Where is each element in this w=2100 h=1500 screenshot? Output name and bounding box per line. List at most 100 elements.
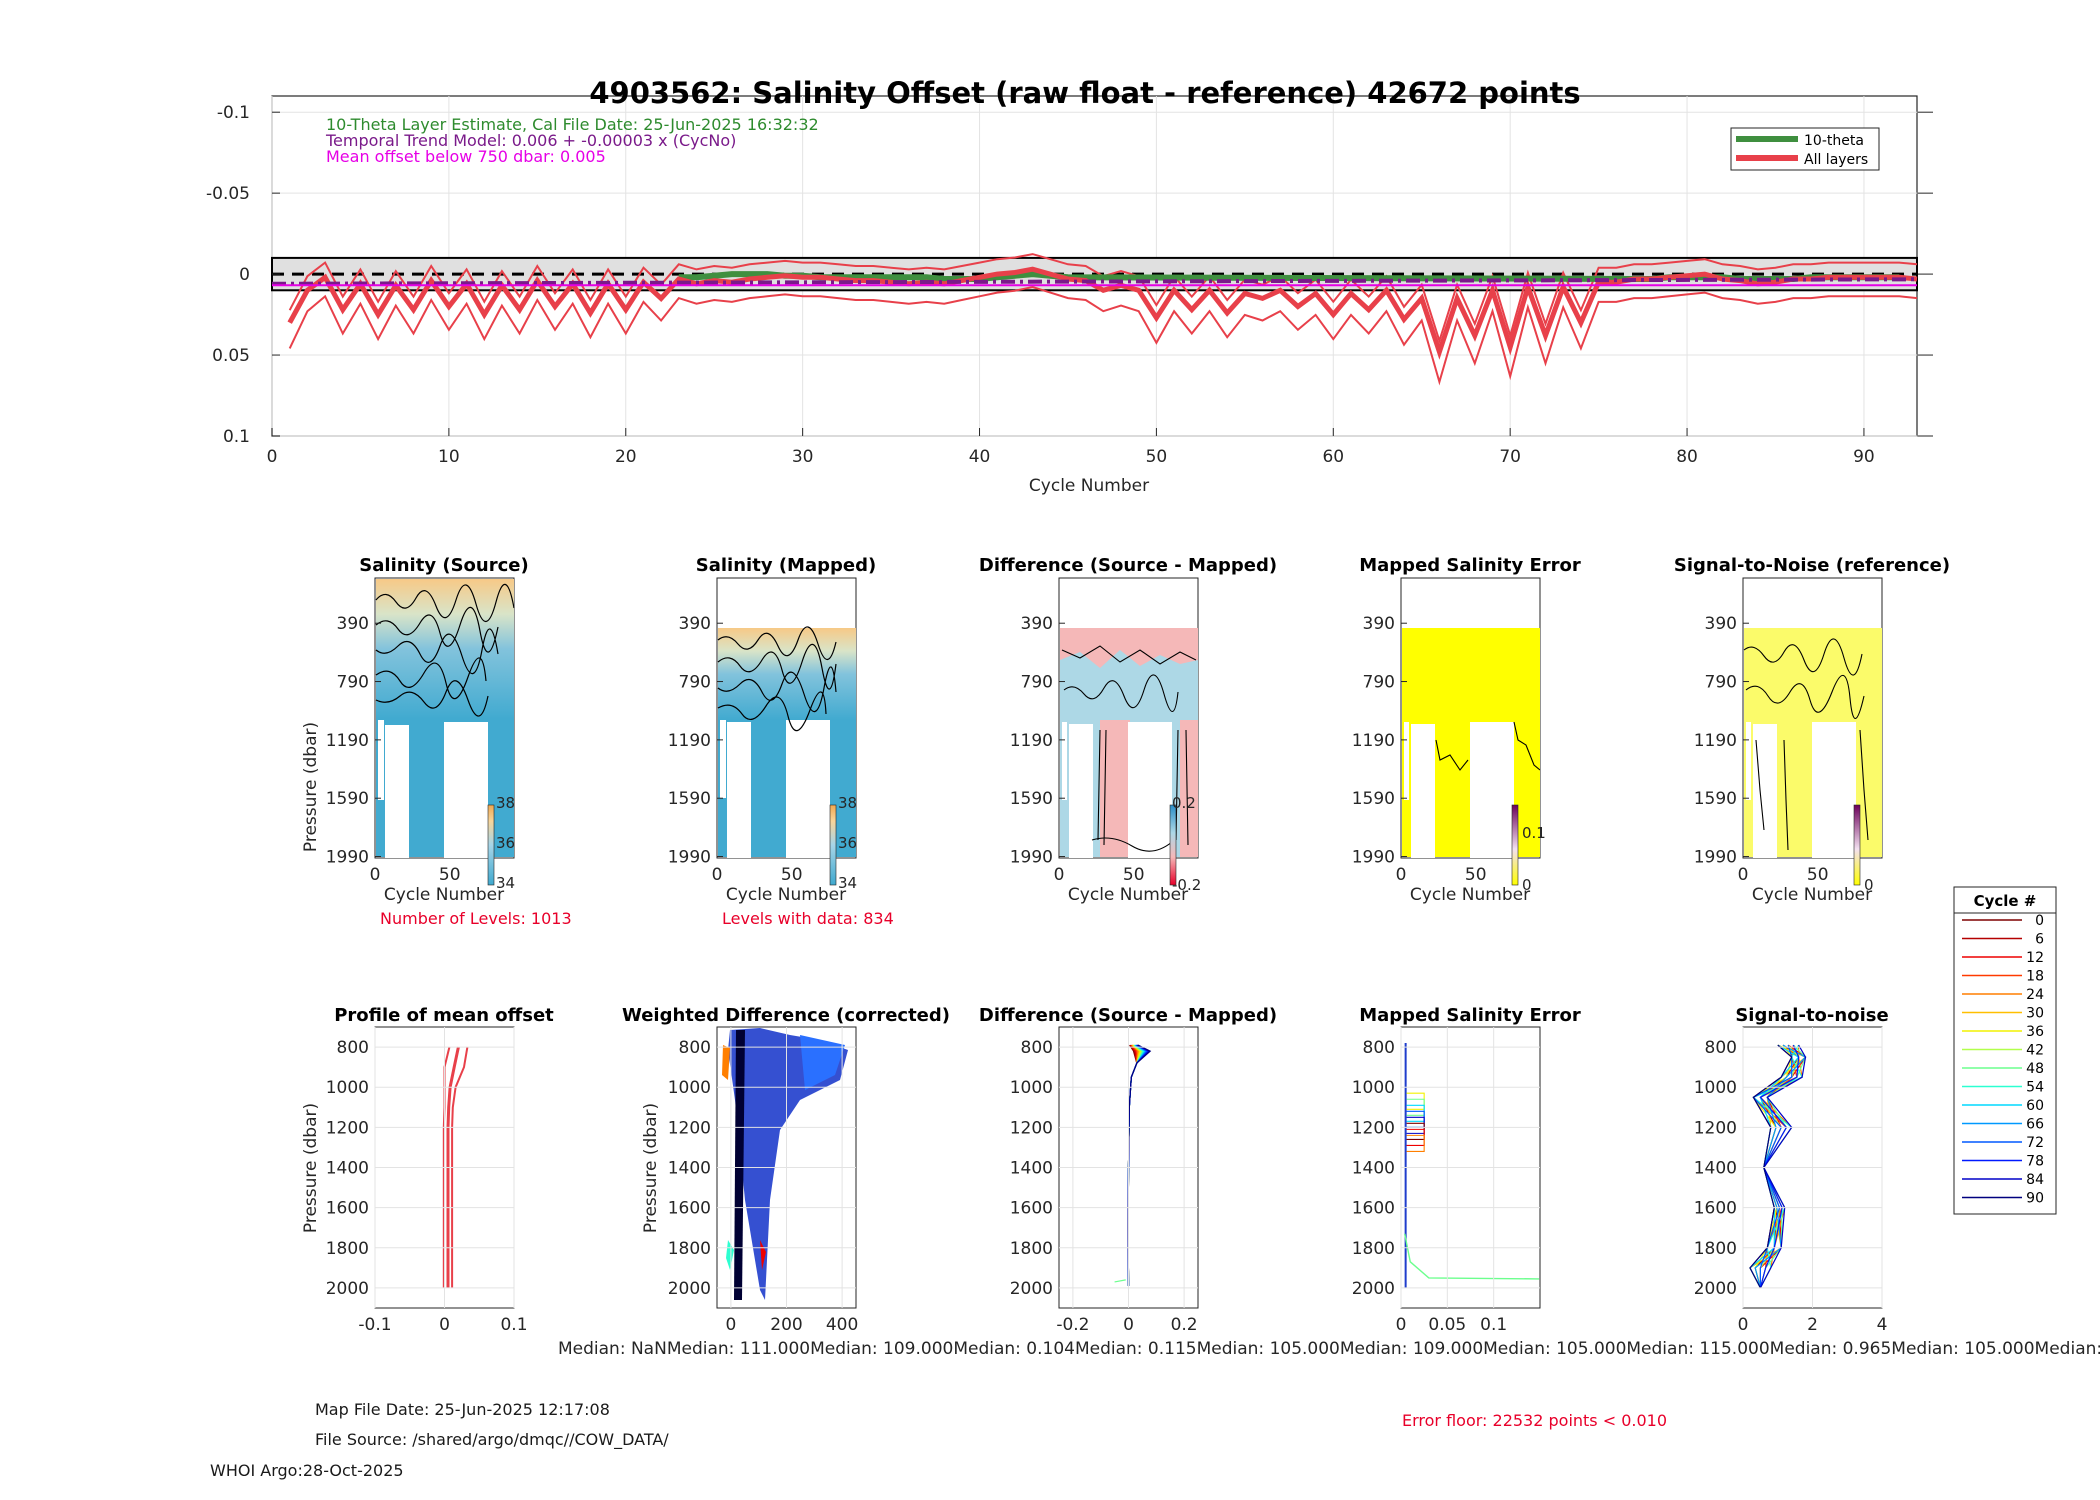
x-tick-label: 2 xyxy=(1807,1315,1818,1335)
y-tick-label: 0 xyxy=(239,265,250,285)
colorbar-label: 0.1 xyxy=(1522,824,1546,842)
snr-profile-line xyxy=(1752,1044,1793,1288)
y-tick-label: 1190 xyxy=(1010,731,1053,751)
heatmap-field xyxy=(1402,628,1540,720)
colorbar-label: 0 xyxy=(1522,876,1532,894)
x-tick-label: 0 xyxy=(439,1315,450,1335)
error-profile-line xyxy=(1406,1134,1425,1152)
x-tick-label: 0.2 xyxy=(1171,1315,1198,1335)
medians-row: Median: NaNMedian: 111.000Median: 109.00… xyxy=(558,1339,2100,1359)
y-tick-label: 790 xyxy=(337,673,369,693)
y-tick-label: 790 xyxy=(1021,673,1053,693)
panel-title: Mapped Salinity Error xyxy=(1359,1005,1581,1026)
panel-title: Difference (Source - Mapped) xyxy=(979,1005,1277,1026)
panel-title: Salinity (Mapped) xyxy=(696,555,876,576)
x-tick-label: 0 xyxy=(712,865,723,885)
y-tick-label: 1400 xyxy=(1010,1159,1053,1179)
snr-profile-line xyxy=(1754,1044,1807,1289)
row3-ylabel: Pressure (dbar) xyxy=(301,1103,321,1233)
heatmap-gap xyxy=(1812,722,1856,858)
cycle-legend: Cycle # 0 6 12 18 24 30 36 42 48 54 60 66 72 78 84 90 xyxy=(1953,886,2057,1215)
scatter-cloud-blue xyxy=(728,1028,848,1300)
y-tick-label: 790 xyxy=(1363,673,1395,693)
y-tick-label: 1200 xyxy=(668,1118,711,1138)
x-tick-label: 80 xyxy=(1676,447,1698,467)
y-tick-label: 1600 xyxy=(326,1199,369,1219)
cycle-legend-label: 78 xyxy=(2026,1154,2044,1170)
cycle-legend-title: Cycle # xyxy=(1974,892,2037,910)
y-tick-label: 2000 xyxy=(1352,1279,1395,1299)
heatmap-contours xyxy=(717,626,837,732)
y-tick-label: 1590 xyxy=(668,789,711,809)
y-tick-label: 1190 xyxy=(668,731,711,751)
y-tick-label: 1800 xyxy=(668,1239,711,1259)
heatmap-field xyxy=(1744,628,1882,720)
y-tick-label: 1190 xyxy=(326,731,369,751)
y-tick-label: 1400 xyxy=(1352,1159,1395,1179)
colorbar-label: 36 xyxy=(838,834,857,852)
y-tick-label: 1590 xyxy=(1694,789,1737,809)
x-tick-label: 50 xyxy=(781,865,803,885)
x-tick-label: 0 xyxy=(370,865,381,885)
xlabel-cycle: Cycle Number xyxy=(1752,885,1872,905)
y-tick-label: 390 xyxy=(1705,614,1737,634)
snr-profile-line xyxy=(1749,1044,1793,1289)
y-tick-label: 790 xyxy=(679,673,711,693)
diff-profile-line xyxy=(1114,1279,1126,1283)
scatter-cloud-light xyxy=(800,1035,845,1090)
x-tick-label: -0.1 xyxy=(358,1315,391,1335)
y-tick-label: 1590 xyxy=(326,789,369,809)
snr-profile-line xyxy=(1759,1044,1800,1289)
y-tick-label: 1600 xyxy=(1352,1199,1395,1219)
y-tick-label: 1190 xyxy=(1694,731,1737,751)
number-of-levels: Number of Levels: 1013 xyxy=(380,909,572,928)
colorbar xyxy=(1853,804,1861,886)
x-tick-label: 0 xyxy=(1738,865,1749,885)
colorbar xyxy=(829,804,837,886)
colorbar-label: -0.2 xyxy=(1172,876,1201,894)
colorbar-label: 38 xyxy=(496,794,515,812)
panel-title: Mapped Salinity Error xyxy=(1359,555,1581,576)
y-tick-label: -0.1 xyxy=(217,103,250,123)
scatter-outliers xyxy=(722,1045,730,1080)
y-tick-label: -0.05 xyxy=(206,184,250,204)
xlabel-cycle: Cycle Number xyxy=(1410,885,1530,905)
y-tick-label: 1800 xyxy=(1352,1239,1395,1259)
y-tick-label: 1600 xyxy=(668,1199,711,1219)
x-tick-label: 0 xyxy=(1738,1315,1749,1335)
y-tick-label: 1200 xyxy=(1694,1118,1737,1138)
y-tick-label: 390 xyxy=(1021,614,1053,634)
colorbar-label: 36 xyxy=(496,834,515,852)
y-tick-label: 800 xyxy=(679,1038,711,1058)
y-tick-label: 0.05 xyxy=(212,346,250,366)
y-tick-label: 1600 xyxy=(1694,1199,1737,1219)
y-tick-label: 1000 xyxy=(1352,1078,1395,1098)
cycle-legend-label: 90 xyxy=(2026,1191,2044,1207)
offset-main-plot: 0 10 20 30 40 50 60 70 80 90 -0.1 -0.05 0 0.05 0.1 490… xyxy=(206,76,1933,496)
y-tick-label: 1200 xyxy=(1010,1118,1053,1138)
annotation-10theta: 10-Theta Layer Estimate, Cal File Date: … xyxy=(326,115,819,134)
heatmap-gap xyxy=(1404,722,1409,800)
y-tick-label: 1400 xyxy=(668,1159,711,1179)
x-tick-label: 0.1 xyxy=(1480,1315,1507,1335)
y-tick-label: 1000 xyxy=(1010,1078,1053,1098)
x-tick-label: 0 xyxy=(267,447,278,467)
y-tick-label: 1000 xyxy=(1694,1078,1737,1098)
x-tick-label: 4 xyxy=(1877,1315,1888,1335)
x-tick-label: 70 xyxy=(1499,447,1521,467)
heatmap-contours xyxy=(375,583,515,717)
y-tick-label: 1200 xyxy=(1352,1118,1395,1138)
panel-salinity-mapped: Salinity (Mapped) xyxy=(696,555,876,886)
heatmap-gap xyxy=(727,722,751,858)
y-tick-label: 1990 xyxy=(326,848,369,868)
legend-label-10theta: 10-theta xyxy=(1804,133,1864,149)
annotation-trend-model: Temporal Trend Model: 0.006 + -0.00003 x… xyxy=(325,131,736,150)
heatmap-negative-field xyxy=(1060,650,1198,720)
panel-title: Signal-to-noise xyxy=(1735,1005,1888,1026)
x-tick-label: 60 xyxy=(1322,447,1344,467)
y-tick-label: 1400 xyxy=(1694,1159,1737,1179)
cycle-legend-label: 84 xyxy=(2026,1172,2044,1188)
cycle-legend-label: 6 xyxy=(2035,932,2044,948)
panel-title: Profile of mean offset xyxy=(334,1005,554,1026)
